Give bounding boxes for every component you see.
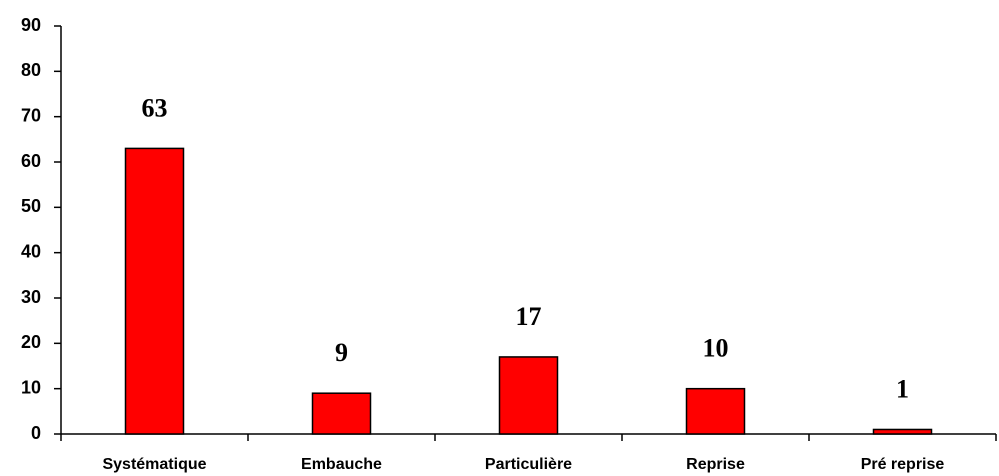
x-tick-label: Embauche [301, 456, 382, 473]
data-label: 17 [516, 302, 542, 331]
y-tick-label: 90 [21, 15, 41, 35]
data-label: 9 [335, 338, 348, 367]
y-tick-label: 0 [31, 423, 41, 443]
y-tick-label: 50 [21, 196, 41, 216]
y-tick-label: 60 [21, 151, 41, 171]
x-tick-label: Reprise [686, 456, 745, 473]
data-label: 10 [703, 334, 729, 363]
data-label: 63 [142, 93, 168, 122]
y-tick-label: 20 [21, 332, 41, 352]
x-tick-label: Pré reprise [861, 456, 945, 473]
bar [311, 392, 372, 435]
y-tick-label: 30 [21, 287, 41, 307]
y-tick-label: 40 [21, 241, 41, 261]
y-tick-label: 80 [21, 60, 41, 80]
y-tick-label: 10 [21, 377, 41, 397]
data-label: 1 [896, 374, 909, 403]
bar [872, 428, 933, 435]
x-tick-label: Systématique [102, 456, 206, 473]
bar [498, 356, 559, 435]
x-tick-label: Particulière [485, 456, 572, 473]
bar [124, 147, 185, 435]
bar [685, 387, 746, 435]
y-tick-label: 70 [21, 105, 41, 125]
